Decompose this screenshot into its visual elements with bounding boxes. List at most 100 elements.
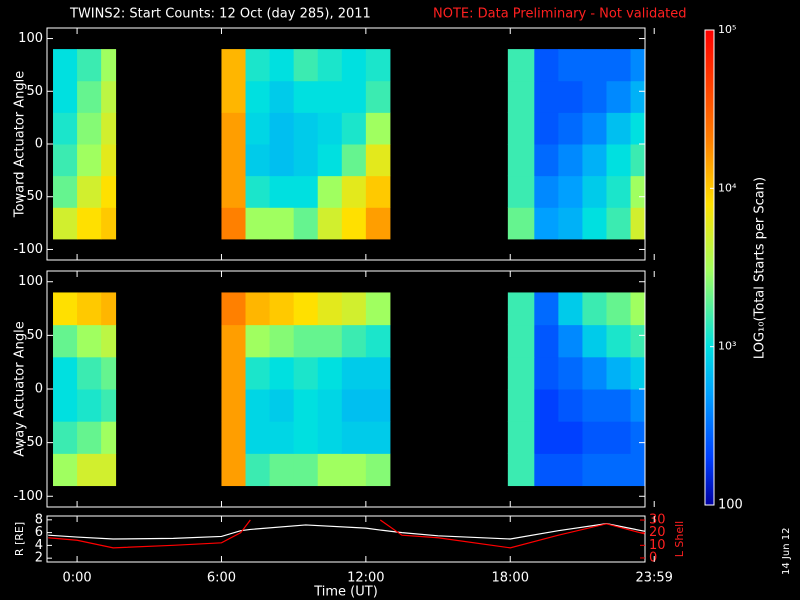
- heatmap-cell: [341, 421, 367, 454]
- heatmap-cell: [630, 292, 645, 326]
- heatmap-cell: [534, 389, 559, 422]
- heatmap-cell: [558, 292, 583, 326]
- heatmap-cell: [77, 389, 102, 422]
- heatmap-cell: [582, 421, 607, 454]
- heatmap-cell: [101, 453, 117, 487]
- y-tick-label: 0: [35, 382, 43, 397]
- heatmap-cell: [558, 49, 583, 82]
- heatmap-cell: [582, 324, 607, 358]
- heatmap-cell: [77, 144, 102, 177]
- heatmap-cell: [317, 80, 343, 113]
- heatmap-cell: [341, 207, 367, 240]
- heatmap-cell: [630, 112, 645, 145]
- x-tick-label: 18:00: [492, 571, 529, 586]
- heatmap-cell: [221, 80, 247, 113]
- y-axis-label: R [RE]: [13, 522, 26, 556]
- heatmap-cell: [365, 207, 391, 240]
- heatmap-cell: [341, 144, 367, 177]
- y-tick-label: 100: [18, 31, 43, 46]
- heatmap-cell: [101, 356, 117, 390]
- heatmap-cell: [101, 112, 117, 145]
- heatmap-cell: [53, 144, 78, 177]
- colorbar-label: LOG₁₀(Total Starts per Scan): [753, 177, 768, 359]
- heatmap-cell: [606, 453, 632, 487]
- heatmap-cell: [293, 144, 319, 177]
- y2-tick-label: 20: [649, 525, 666, 540]
- heatmap-cell: [534, 112, 559, 145]
- y2-axis-label: L Shell: [673, 521, 686, 557]
- heatmap-cell: [269, 389, 295, 422]
- y-tick-label: -50: [22, 435, 43, 450]
- y-axis-label: Away Actuator Angle: [13, 321, 28, 456]
- heatmap-cell: [317, 144, 343, 177]
- heatmap-cell: [365, 49, 391, 82]
- heatmap-cell: [221, 292, 247, 326]
- heatmap-cell: [101, 292, 117, 326]
- heatmap-cell: [365, 175, 391, 208]
- heatmap-cell: [534, 207, 559, 240]
- heatmap-cell: [630, 421, 645, 454]
- heatmap-cell: [582, 49, 607, 82]
- heatmap-cell: [507, 389, 535, 422]
- heatmap-cell: [630, 324, 645, 358]
- note: NOTE: Data Preliminary - Not validated: [433, 7, 687, 22]
- heatmap-cell: [77, 453, 102, 487]
- heatmap-cell: [269, 207, 295, 240]
- heatmap-cell: [507, 356, 535, 390]
- heatmap-cell: [534, 421, 559, 454]
- heatmap-cell: [293, 389, 319, 422]
- colorbar-tick-label: 10³: [718, 340, 736, 353]
- date-stamp: 14 Jun 12: [781, 528, 792, 575]
- y-tick-label: 4: [35, 538, 43, 553]
- heatmap-cell: [245, 453, 271, 487]
- heatmap-cell: [317, 453, 343, 487]
- heatmap-cell: [245, 292, 271, 326]
- heatmap-cell: [317, 324, 343, 358]
- heatmap-cell: [77, 324, 102, 358]
- heatmap-cell: [582, 144, 607, 177]
- heatmap-cell: [582, 453, 607, 487]
- heatmap-cell: [221, 421, 247, 454]
- heatmap-cell: [582, 112, 607, 145]
- heatmap-cell: [606, 112, 632, 145]
- chart-title: TWINS2: Start Counts: 12 Oct (day 285), …: [69, 7, 371, 22]
- heatmap-cell: [558, 144, 583, 177]
- heatmap-cell: [606, 49, 632, 82]
- y-tick-label: 50: [26, 84, 43, 99]
- heatmap-cell: [245, 389, 271, 422]
- heatmap-cell: [606, 389, 632, 422]
- heatmap-cell: [293, 292, 319, 326]
- heatmap-cell: [582, 80, 607, 113]
- heatmap-cell: [293, 175, 319, 208]
- heatmap-cell: [245, 324, 271, 358]
- heatmap-cell: [365, 80, 391, 113]
- heatmap-cell: [341, 453, 367, 487]
- heatmap-cell: [53, 207, 78, 240]
- heatmap-cell: [245, 207, 271, 240]
- heatmap-cell: [558, 112, 583, 145]
- heatmap-cell: [558, 356, 583, 390]
- heatmap-cell: [269, 112, 295, 145]
- heatmap-cell: [317, 175, 343, 208]
- heatmap-cell: [630, 49, 645, 82]
- heatmap-cell: [245, 112, 271, 145]
- series-line: [48, 523, 645, 540]
- heatmap-cell: [365, 144, 391, 177]
- heatmap-cell: [245, 356, 271, 390]
- y-tick-label: 50: [26, 328, 43, 343]
- heatmap-cell: [582, 207, 607, 240]
- x-tick-label: 0:00: [62, 571, 91, 586]
- heatmap-cell: [293, 112, 319, 145]
- y2-tick-label: 0: [649, 550, 657, 565]
- heatmap-cell: [606, 421, 632, 454]
- heatmap-cell: [365, 356, 391, 390]
- y2-tick-label: 10: [649, 538, 666, 553]
- heatmap-cell: [630, 175, 645, 208]
- heatmap-cell: [77, 292, 102, 326]
- heatmap-cell: [245, 49, 271, 82]
- heatmap-cell: [558, 175, 583, 208]
- heatmap-cell: [317, 207, 343, 240]
- heatmap-cell: [341, 49, 367, 82]
- heatmap-cell: [53, 80, 78, 113]
